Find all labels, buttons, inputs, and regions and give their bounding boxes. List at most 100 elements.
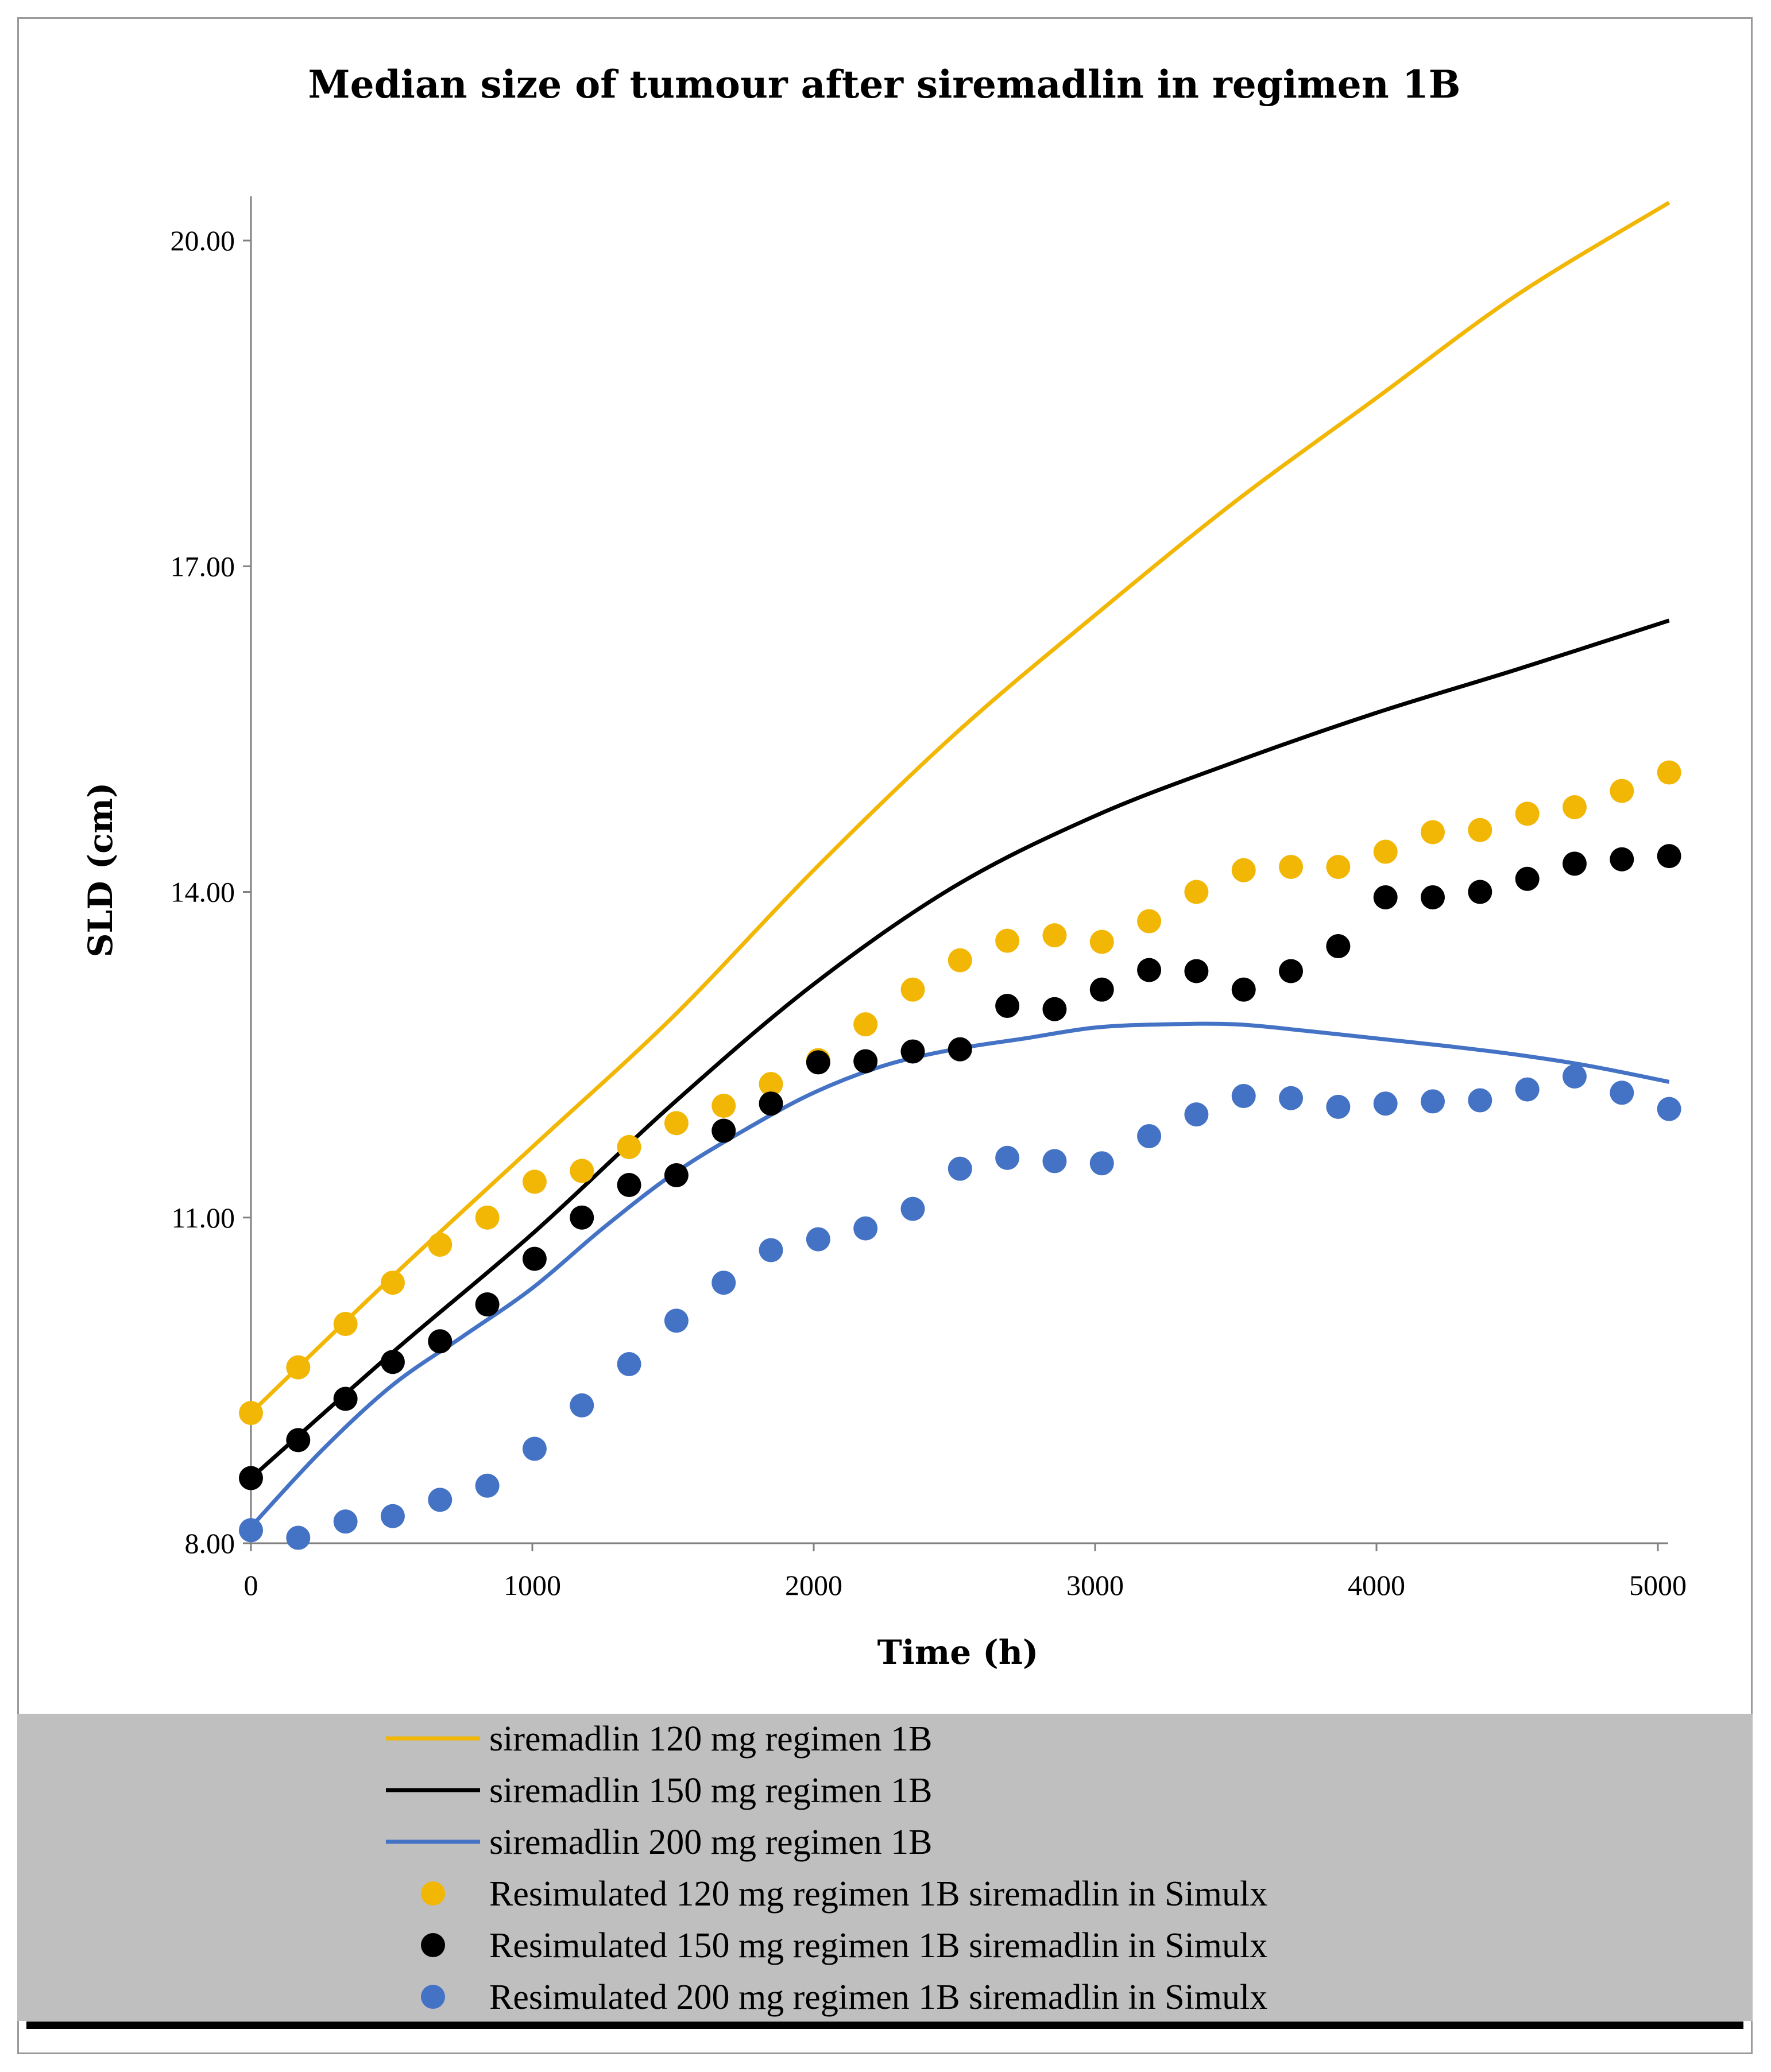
data-point-resimulated-150-mg-regimen-1b-siremadlin-in-simulx (1089, 977, 1114, 1002)
data-point-resimulated-200-mg-regimen-1b-siremadlin-in-simulx (286, 1525, 311, 1550)
data-point-resimulated-200-mg-regimen-1b-siremadlin-in-simulx (1373, 1091, 1398, 1116)
data-point-resimulated-200-mg-regimen-1b-siremadlin-in-simulx (1421, 1089, 1445, 1114)
data-point-resimulated-200-mg-regimen-1b-siremadlin-in-simulx (1515, 1077, 1540, 1102)
series-points (239, 760, 1681, 1550)
data-point-resimulated-200-mg-regimen-1b-siremadlin-in-simulx (853, 1216, 878, 1241)
data-point-resimulated-150-mg-regimen-1b-siremadlin-in-simulx (1279, 959, 1304, 983)
data-point-resimulated-120-mg-regimen-1b-siremadlin-in-simulx (1231, 858, 1256, 882)
data-point-resimulated-120-mg-regimen-1b-siremadlin-in-simulx (1042, 923, 1067, 948)
data-point-resimulated-200-mg-regimen-1b-siremadlin-in-simulx (1657, 1097, 1681, 1121)
data-point-resimulated-200-mg-regimen-1b-siremadlin-in-simulx (1610, 1080, 1634, 1105)
legend-label: siremadlin 200 mg regimen 1B (489, 1823, 932, 1862)
data-point-resimulated-150-mg-regimen-1b-siremadlin-in-simulx (617, 1173, 641, 1198)
data-point-resimulated-120-mg-regimen-1b-siremadlin-in-simulx (475, 1205, 500, 1230)
data-point-resimulated-120-mg-regimen-1b-siremadlin-in-simulx (570, 1159, 594, 1183)
x-tick-label: 0 (244, 1569, 258, 1601)
data-point-resimulated-150-mg-regimen-1b-siremadlin-in-simulx (1184, 959, 1209, 983)
x-tick-label: 5000 (1629, 1569, 1687, 1601)
legend-swatch-resimulated-200-mg-regimen-1b-siremadlin-in-simulx (421, 1985, 445, 2009)
data-point-resimulated-150-mg-regimen-1b-siremadlin-in-simulx (1137, 958, 1162, 982)
legend-label: siremadlin 120 mg regimen 1B (489, 1719, 932, 1759)
data-point-resimulated-200-mg-regimen-1b-siremadlin-in-simulx (617, 1352, 641, 1377)
y-tick-label: 11.00 (171, 1202, 235, 1234)
data-point-resimulated-120-mg-regimen-1b-siremadlin-in-simulx (428, 1233, 453, 1257)
data-point-resimulated-200-mg-regimen-1b-siremadlin-in-simulx (712, 1271, 736, 1295)
series-line-siremadlin-200-mg-regimen-1b (249, 1021, 1670, 1529)
data-point-resimulated-150-mg-regimen-1b-siremadlin-in-simulx (286, 1428, 311, 1453)
data-point-resimulated-150-mg-regimen-1b-siremadlin-in-simulx (1657, 844, 1681, 869)
data-point-resimulated-200-mg-regimen-1b-siremadlin-in-simulx (806, 1227, 830, 1252)
data-point-resimulated-200-mg-regimen-1b-siremadlin-in-simulx (948, 1156, 972, 1181)
data-point-resimulated-150-mg-regimen-1b-siremadlin-in-simulx (900, 1039, 925, 1064)
data-point-resimulated-150-mg-regimen-1b-siremadlin-in-simulx (1515, 866, 1540, 891)
data-point-resimulated-150-mg-regimen-1b-siremadlin-in-simulx (806, 1050, 830, 1075)
data-point-resimulated-120-mg-regimen-1b-siremadlin-in-simulx (1562, 795, 1587, 820)
legend: siremadlin 120 mg regimen 1B siremadlin 1… (386, 1719, 1267, 2017)
legend-swatch-resimulated-150-mg-regimen-1b-siremadlin-in-simulx (421, 1933, 445, 1957)
x-tick-label: 1000 (504, 1569, 561, 1601)
y-tick-label: 8.00 (185, 1527, 235, 1559)
legend-swatch-resimulated-120-mg-regimen-1b-siremadlin-in-simulx (421, 1881, 445, 1906)
y-tick-label: 20.00 (171, 224, 235, 257)
legend-label: Resimulated 120 mg regimen 1B siremadlin… (489, 1875, 1267, 1914)
data-point-resimulated-120-mg-regimen-1b-siremadlin-in-simulx (617, 1134, 641, 1159)
data-point-resimulated-200-mg-regimen-1b-siremadlin-in-simulx (1184, 1102, 1209, 1127)
data-point-resimulated-120-mg-regimen-1b-siremadlin-in-simulx (522, 1169, 547, 1194)
data-point-resimulated-120-mg-regimen-1b-siremadlin-in-simulx (853, 1012, 878, 1037)
data-point-resimulated-200-mg-regimen-1b-siremadlin-in-simulx (900, 1196, 925, 1221)
data-point-resimulated-150-mg-regimen-1b-siremadlin-in-simulx (239, 1466, 263, 1490)
legend-label: Resimulated 200 mg regimen 1B siremadlin… (489, 1978, 1267, 2017)
data-point-resimulated-200-mg-regimen-1b-siremadlin-in-simulx (1562, 1064, 1587, 1089)
x-ticks: 0 1000 2000 3000 4000 5000 (244, 1543, 1687, 1601)
data-point-resimulated-150-mg-regimen-1b-siremadlin-in-simulx (333, 1387, 358, 1411)
data-point-resimulated-120-mg-regimen-1b-siremadlin-in-simulx (1515, 801, 1540, 826)
data-point-resimulated-200-mg-regimen-1b-siremadlin-in-simulx (1326, 1094, 1351, 1119)
data-point-resimulated-150-mg-regimen-1b-siremadlin-in-simulx (1326, 934, 1351, 959)
data-point-resimulated-120-mg-regimen-1b-siremadlin-in-simulx (1657, 760, 1681, 785)
data-point-resimulated-200-mg-regimen-1b-siremadlin-in-simulx (239, 1518, 263, 1543)
x-tick-label: 2000 (785, 1569, 842, 1601)
data-point-resimulated-150-mg-regimen-1b-siremadlin-in-simulx (995, 994, 1020, 1018)
data-point-resimulated-200-mg-regimen-1b-siremadlin-in-simulx (1231, 1083, 1256, 1108)
data-point-resimulated-150-mg-regimen-1b-siremadlin-in-simulx (1042, 997, 1067, 1021)
data-point-resimulated-120-mg-regimen-1b-siremadlin-in-simulx (1421, 820, 1445, 845)
data-point-resimulated-150-mg-regimen-1b-siremadlin-in-simulx (853, 1049, 878, 1074)
data-point-resimulated-200-mg-regimen-1b-siremadlin-in-simulx (1089, 1151, 1114, 1176)
data-point-resimulated-150-mg-regimen-1b-siremadlin-in-simulx (1562, 851, 1587, 876)
data-point-resimulated-200-mg-regimen-1b-siremadlin-in-simulx (333, 1509, 358, 1534)
data-point-resimulated-150-mg-regimen-1b-siremadlin-in-simulx (759, 1091, 783, 1116)
data-point-resimulated-120-mg-regimen-1b-siremadlin-in-simulx (1468, 818, 1492, 842)
data-point-resimulated-150-mg-regimen-1b-siremadlin-in-simulx (1373, 885, 1398, 909)
data-point-resimulated-150-mg-regimen-1b-siremadlin-in-simulx (570, 1205, 594, 1230)
data-point-resimulated-200-mg-regimen-1b-siremadlin-in-simulx (428, 1488, 453, 1512)
data-point-resimulated-200-mg-regimen-1b-siremadlin-in-simulx (475, 1473, 500, 1498)
data-point-resimulated-120-mg-regimen-1b-siremadlin-in-simulx (1137, 909, 1162, 934)
series-line-siremadlin-150-mg-regimen-1b (249, 618, 1670, 1480)
legend-label: siremadlin 150 mg regimen 1B (489, 1771, 932, 1810)
data-point-resimulated-120-mg-regimen-1b-siremadlin-in-simulx (948, 948, 972, 973)
data-point-resimulated-150-mg-regimen-1b-siremadlin-in-simulx (428, 1329, 453, 1354)
data-point-resimulated-120-mg-regimen-1b-siremadlin-in-simulx (900, 977, 925, 1002)
data-point-resimulated-150-mg-regimen-1b-siremadlin-in-simulx (664, 1163, 689, 1188)
data-point-resimulated-200-mg-regimen-1b-siremadlin-in-simulx (759, 1238, 783, 1262)
y-ticks: 8.00 11.00 14.00 17.00 20.00 (171, 224, 251, 1559)
series-lines (249, 200, 1671, 1529)
data-point-resimulated-120-mg-regimen-1b-siremadlin-in-simulx (1089, 930, 1114, 954)
data-point-resimulated-150-mg-regimen-1b-siremadlin-in-simulx (475, 1292, 500, 1317)
y-axis-title: SLD (cm) (81, 783, 120, 958)
data-point-resimulated-120-mg-regimen-1b-siremadlin-in-simulx (1326, 855, 1351, 880)
data-point-resimulated-120-mg-regimen-1b-siremadlin-in-simulx (380, 1271, 405, 1295)
data-point-resimulated-120-mg-regimen-1b-siremadlin-in-simulx (1279, 855, 1304, 880)
data-point-resimulated-120-mg-regimen-1b-siremadlin-in-simulx (664, 1111, 689, 1136)
data-point-resimulated-150-mg-regimen-1b-siremadlin-in-simulx (712, 1118, 736, 1143)
x-tick-label: 3000 (1066, 1569, 1124, 1601)
data-point-resimulated-120-mg-regimen-1b-siremadlin-in-simulx (1373, 839, 1398, 864)
data-point-resimulated-200-mg-regimen-1b-siremadlin-in-simulx (664, 1308, 689, 1333)
legend-label: Resimulated 150 mg regimen 1B siremadlin… (489, 1926, 1267, 1965)
data-point-resimulated-120-mg-regimen-1b-siremadlin-in-simulx (333, 1312, 358, 1337)
data-point-resimulated-150-mg-regimen-1b-siremadlin-in-simulx (380, 1350, 405, 1374)
data-point-resimulated-200-mg-regimen-1b-siremadlin-in-simulx (1279, 1086, 1304, 1110)
x-axis-title: Time (h) (877, 1633, 1039, 1672)
data-point-resimulated-120-mg-regimen-1b-siremadlin-in-simulx (759, 1072, 783, 1097)
